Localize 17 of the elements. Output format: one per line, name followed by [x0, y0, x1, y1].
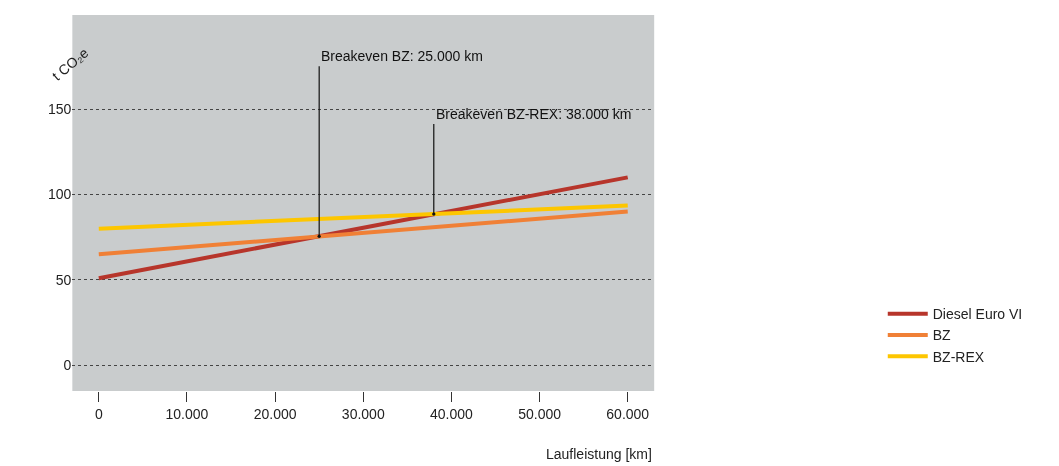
annotation: Breakeven BZ: 25.000 km [321, 48, 483, 64]
legend-label: Diesel Euro VI [932, 306, 1023, 323]
y-tick-label: 0 [63, 357, 72, 374]
x-tick-label: 40.000 [430, 405, 474, 422]
x-axis-title: Laufleistung [km] [546, 446, 652, 462]
x-tick-label: 20.000 [253, 405, 297, 422]
x-tick-label: 60.000 [606, 405, 650, 422]
y-tick-label: 50 [55, 271, 72, 288]
x-tick-label: 10.000 [165, 405, 209, 422]
legend-label: BZ-REX [932, 348, 985, 365]
legend-label: BZ [932, 327, 952, 344]
x-tick-label: 50.000 [518, 405, 562, 422]
y-tick-label: 150 [47, 100, 72, 117]
x-tick-label: 0 [94, 405, 103, 422]
y-tick-label: 100 [47, 186, 72, 203]
x-tick-label: 30.000 [341, 405, 385, 422]
annotation: Breakeven BZ-REX: 38.000 km [436, 106, 632, 122]
